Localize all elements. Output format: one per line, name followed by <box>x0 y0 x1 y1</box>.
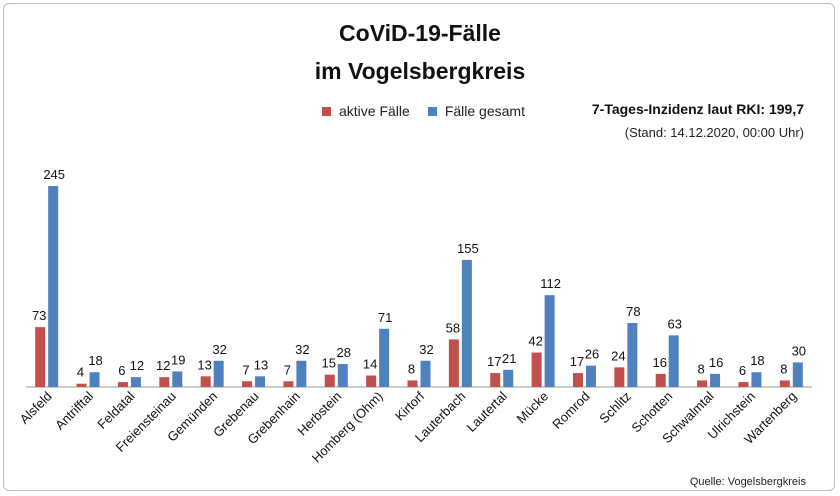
legend-label-total: Fälle gesamt <box>444 103 525 119</box>
data-label-total: 26 <box>585 347 599 362</box>
data-label-active: 12 <box>156 358 170 373</box>
chart-subtitle: im Vogelsbergkreis <box>314 58 526 84</box>
data-label-total: 18 <box>750 353 764 368</box>
bar-total <box>255 376 266 387</box>
data-label-total: 78 <box>626 304 640 319</box>
data-label-active: 6 <box>739 363 746 378</box>
bar-active <box>614 367 625 387</box>
bar-active <box>200 376 211 387</box>
bar-total <box>420 360 431 387</box>
legend-item-total: Fälle gesamt <box>427 103 525 119</box>
data-label-total: 30 <box>792 343 806 358</box>
data-label-total: 28 <box>337 345 351 360</box>
bar-active <box>572 373 583 387</box>
bar-active <box>490 373 501 387</box>
bar-total <box>379 328 390 387</box>
bar-active <box>117 382 128 387</box>
source-text: Quelle: Vogelsbergkreis <box>689 476 806 488</box>
data-label-total: 63 <box>667 316 681 331</box>
bar-total <box>627 323 638 387</box>
data-label-active: 13 <box>197 357 211 372</box>
data-label-total: 32 <box>295 342 309 357</box>
bar-active <box>159 377 170 387</box>
data-label-active: 7 <box>242 362 249 377</box>
data-label-total: 21 <box>502 351 516 366</box>
bar-active <box>76 383 87 387</box>
bar-total <box>668 335 679 387</box>
bar-active <box>242 381 253 387</box>
category-label: Kirtorf <box>392 388 427 423</box>
data-label-active: 15 <box>322 356 336 371</box>
bar-active <box>35 327 46 387</box>
bar-total <box>544 295 555 387</box>
bar-active <box>407 380 418 387</box>
data-label-total: 18 <box>88 353 102 368</box>
legend-swatch-total <box>427 106 437 116</box>
data-label-total: 112 <box>540 276 561 291</box>
bar-total <box>89 372 100 387</box>
bar-active <box>448 339 459 387</box>
data-label-active: 16 <box>652 355 666 370</box>
category-label: Romrod <box>549 389 592 432</box>
data-label-active: 17 <box>487 354 501 369</box>
data-label-active: 8 <box>408 361 415 376</box>
bar-active <box>738 382 749 387</box>
category-label: Antrifftal <box>52 388 96 432</box>
legend-swatch-active <box>322 106 331 116</box>
data-label-active: 14 <box>363 357 377 372</box>
category-label: Alsfeld <box>17 389 55 427</box>
legend-label-active: aktive Fälle <box>339 103 410 119</box>
data-label-total: 13 <box>254 357 268 372</box>
data-label-active: 42 <box>528 334 542 349</box>
bar-active <box>283 381 294 387</box>
bar-total <box>48 186 59 387</box>
bar-total <box>710 373 721 387</box>
date-text: (Stand: 14.12.2020, 00:00 Uhr) <box>624 125 804 140</box>
category-label: Mücke <box>514 389 552 427</box>
bar-active <box>779 380 790 387</box>
bar-total <box>130 377 141 387</box>
bar-active <box>531 352 542 387</box>
bar-total <box>172 371 183 387</box>
bar-total <box>296 360 307 387</box>
chart-frame <box>3 3 835 491</box>
bar-active <box>697 380 708 387</box>
data-label-active: 73 <box>32 308 46 323</box>
bar-active <box>324 374 335 387</box>
bar-active <box>655 373 666 387</box>
data-label-total: 19 <box>171 352 185 367</box>
data-label-active: 8 <box>697 361 704 376</box>
bar-total <box>751 372 762 387</box>
data-label-active: 7 <box>284 362 291 377</box>
data-label-total: 155 <box>457 241 479 256</box>
bar-total <box>792 362 803 387</box>
data-label-total: 71 <box>378 310 392 325</box>
category-label: Homberg (Ohm) <box>309 389 386 466</box>
bar-total <box>337 364 348 387</box>
data-label-active: 17 <box>570 354 584 369</box>
data-label-active: 6 <box>118 363 125 378</box>
chart-title: CoViD-19-Fälle <box>339 20 501 46</box>
category-label: Schlitz <box>596 389 634 427</box>
data-label-active: 4 <box>77 365 84 380</box>
bar-total <box>585 365 596 387</box>
data-label-total: 32 <box>212 342 226 357</box>
legend: aktive Fälle Fälle gesamt <box>322 103 543 119</box>
incidence-text: 7-Tages-Inzidenz laut RKI: 199,7 <box>591 101 804 117</box>
bar-total <box>503 369 514 387</box>
bar-total <box>213 360 224 387</box>
data-label-total: 245 <box>43 167 65 182</box>
data-label-total: 32 <box>419 342 433 357</box>
data-label-active: 24 <box>611 348 625 363</box>
bar-active <box>366 375 377 387</box>
data-label-active: 58 <box>446 320 460 335</box>
data-label-total: 12 <box>130 358 144 373</box>
data-label-total: 16 <box>709 355 723 370</box>
category-label: Lautertal <box>463 388 509 434</box>
legend-item-active: aktive Fälle <box>322 103 410 119</box>
data-label-active: 8 <box>780 361 787 376</box>
bar-total <box>461 259 472 387</box>
